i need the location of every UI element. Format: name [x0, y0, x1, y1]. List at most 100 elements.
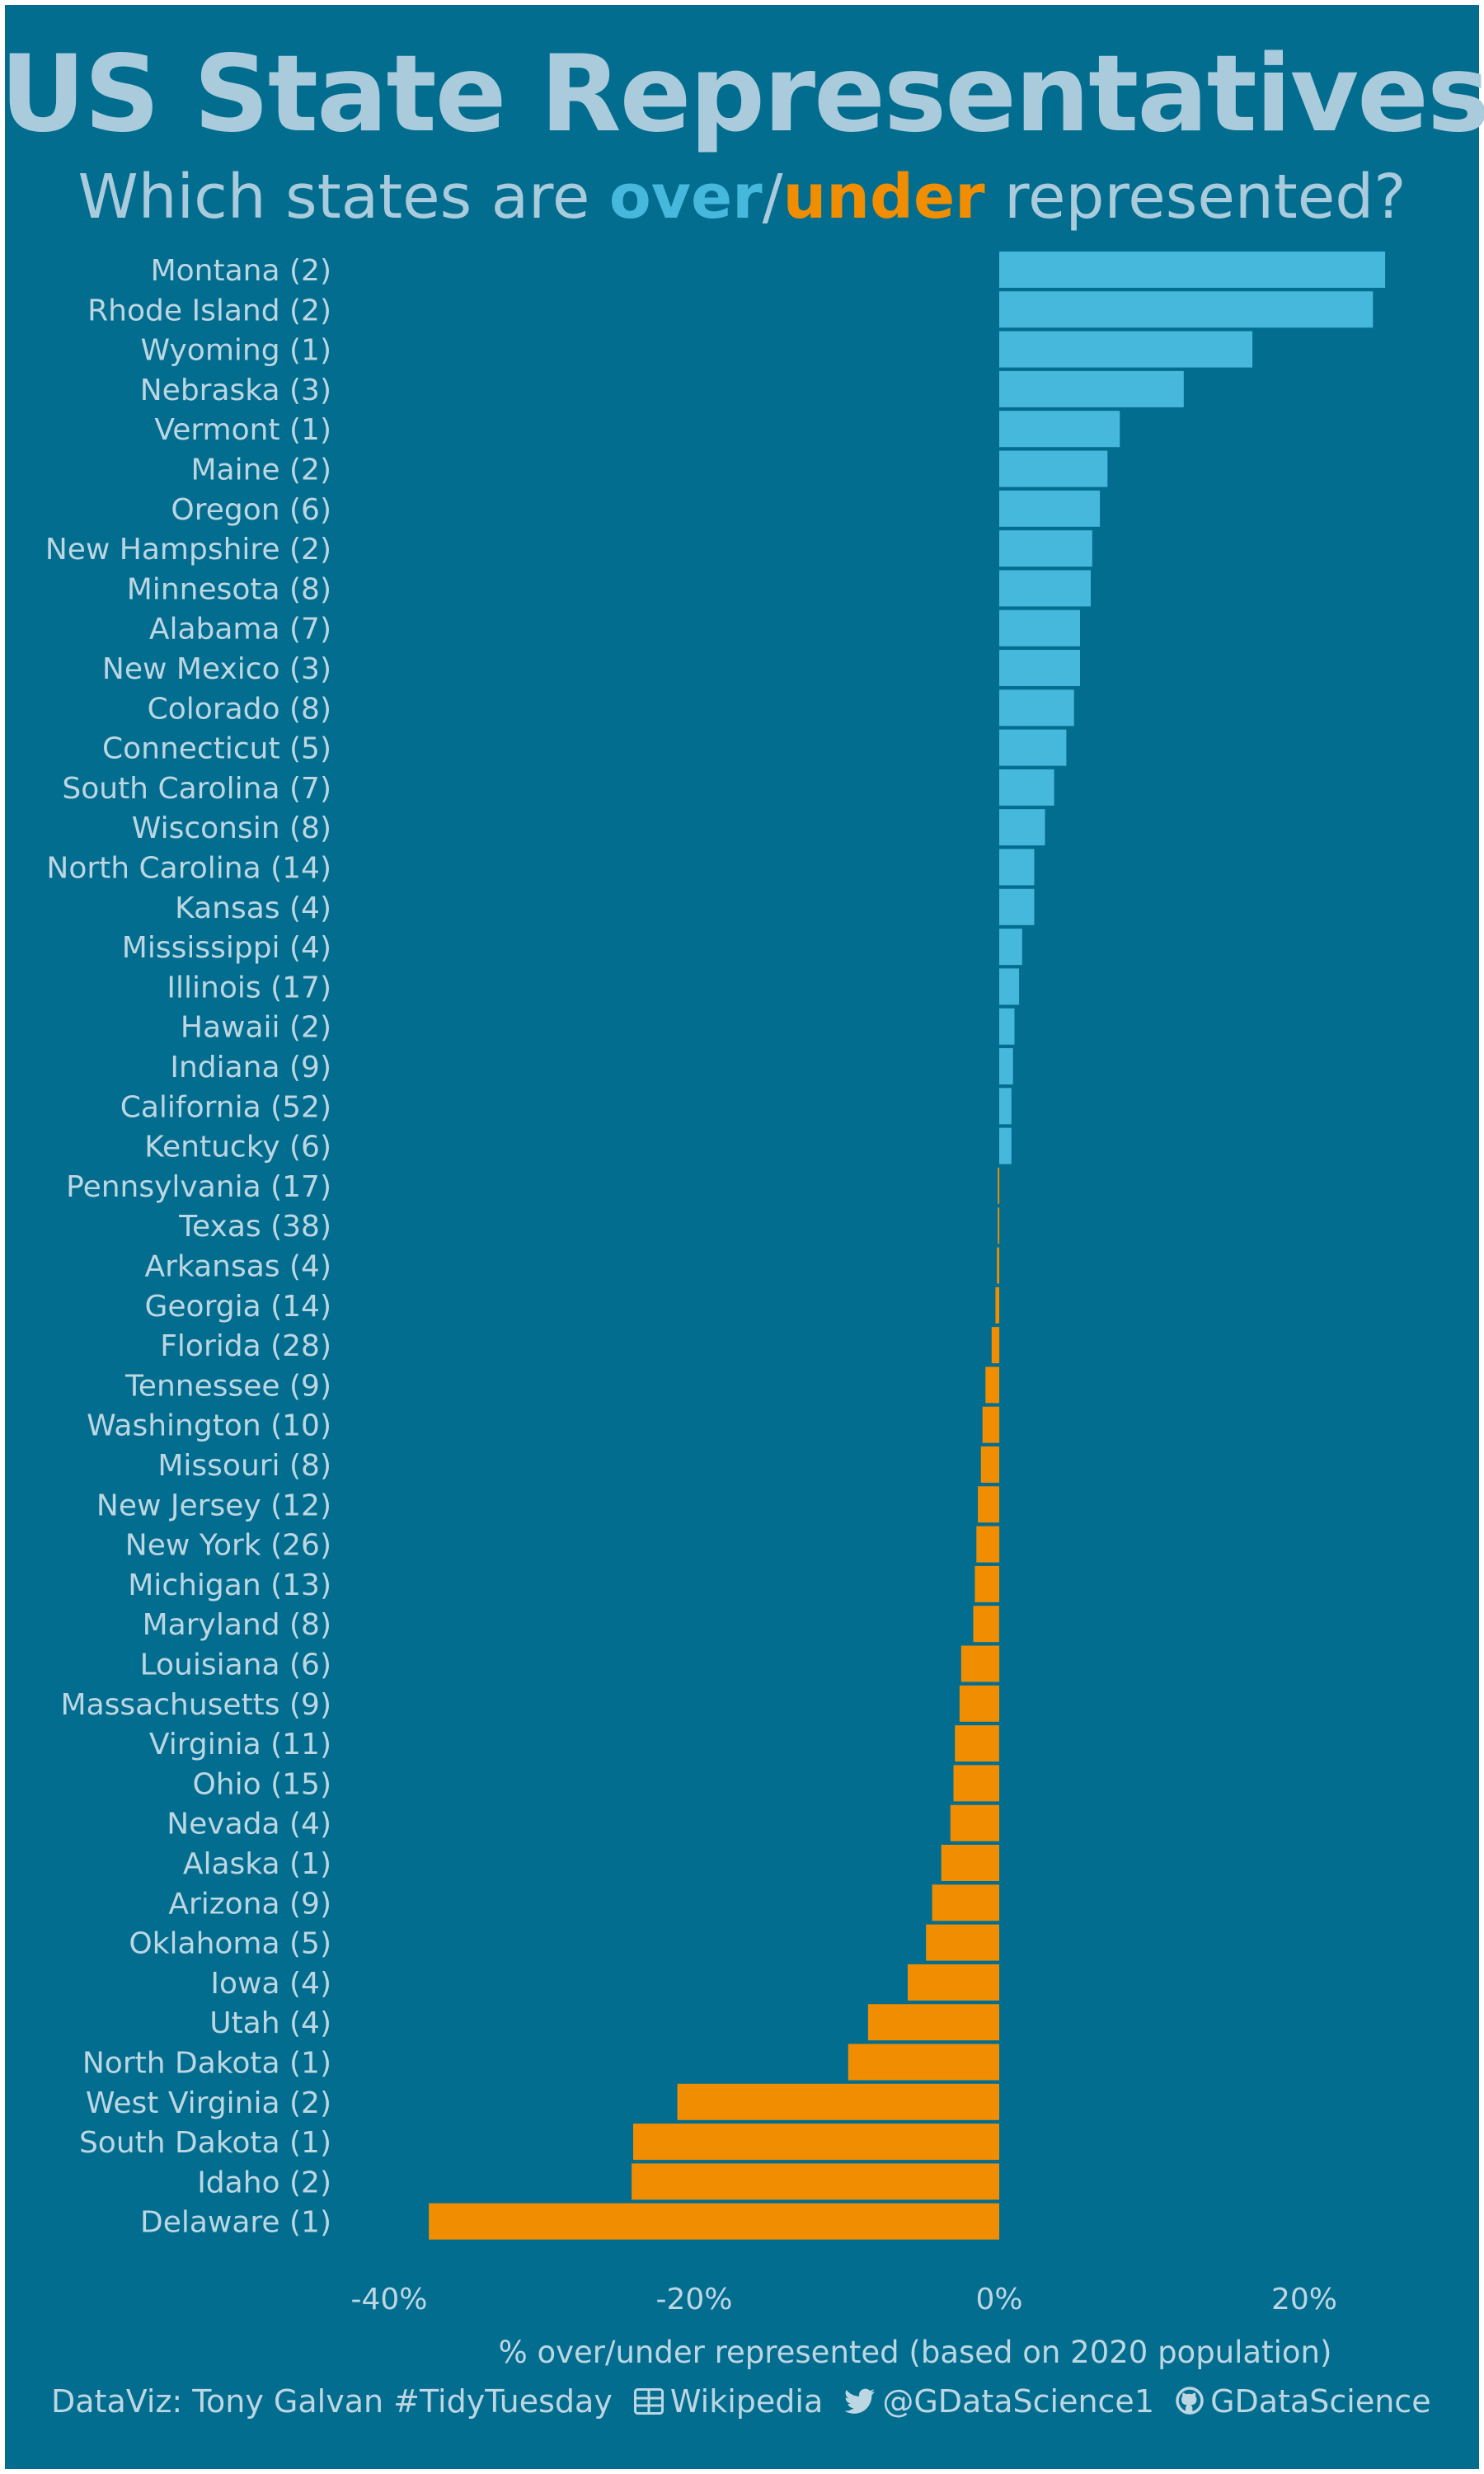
category-label-49: Delaware (1) — [140, 2206, 331, 2240]
category-label-38: Ohio (15) — [192, 1767, 331, 1801]
bar-19 — [999, 1008, 1015, 1045]
bar-24 — [998, 1207, 1000, 1244]
category-label-37: Virginia (11) — [149, 1728, 331, 1761]
bar-33 — [974, 1565, 999, 1602]
category-label-16: Kansas (4) — [175, 891, 331, 925]
bar-32 — [976, 1526, 1000, 1563]
category-label-33: Michigan (13) — [128, 1569, 331, 1602]
bar-42 — [926, 1924, 999, 1961]
x-axis-ticks: -40% -20% 0% 20% — [350, 2283, 1337, 2316]
category-label-47: South Dakota (1) — [79, 2126, 331, 2160]
x-tick-label-1: -20% — [655, 2283, 732, 2316]
category-label-48: Idaho (2) — [197, 2166, 331, 2199]
bar-25 — [997, 1247, 999, 1284]
footer-twitter: @GDataScience1 — [882, 2383, 1154, 2420]
category-label-28: Tennessee (9) — [124, 1369, 331, 1403]
category-label-4: Vermont (1) — [154, 413, 331, 447]
category-label-9: Alabama (7) — [149, 613, 331, 647]
category-label-44: Utah (4) — [209, 2006, 331, 2040]
category-label-27: Florida (28) — [160, 1329, 331, 1363]
bar-35 — [960, 1645, 1000, 1682]
bar-23 — [998, 1167, 1000, 1204]
subtitle-under: under — [782, 162, 985, 233]
category-label-21: California (52) — [120, 1090, 331, 1124]
bar-39 — [950, 1804, 999, 1841]
category-label-14: Wisconsin (8) — [132, 811, 331, 845]
category-label-20: Indiana (9) — [170, 1051, 331, 1084]
category-label-13: South Carolina (7) — [62, 772, 331, 806]
category-label-7: New Hampshire (2) — [45, 533, 331, 567]
bar-21 — [999, 1088, 1012, 1125]
category-label-12: Connecticut (5) — [102, 732, 331, 766]
bar-13 — [999, 769, 1054, 806]
subtitle-lead: Which states are — [77, 162, 609, 233]
bar-40 — [941, 1845, 999, 1881]
category-label-2: Wyoming (1) — [141, 334, 331, 368]
footer-source: Wikipedia — [669, 2383, 824, 2420]
bar-30 — [980, 1446, 999, 1483]
x-tick-label-2: 0% — [975, 2283, 1022, 2316]
bar-45 — [848, 2044, 999, 2081]
bar-22 — [999, 1127, 1012, 1164]
category-label-36: Massachusetts (9) — [61, 1688, 331, 1722]
category-label-25: Arkansas (4) — [144, 1250, 331, 1284]
bar-10 — [999, 650, 1080, 686]
category-label-40: Alaska (1) — [183, 1847, 331, 1881]
bar-6 — [999, 490, 1101, 527]
category-label-17: Mississippi (4) — [122, 931, 331, 965]
subtitle-over: over — [608, 162, 763, 233]
x-tick-label-0: -40% — [350, 2283, 427, 2316]
category-label-22: Kentucky (6) — [144, 1131, 331, 1164]
bar-38 — [953, 1765, 999, 1802]
subtitle-trail: represented? — [984, 162, 1407, 233]
bar-17 — [999, 929, 1022, 966]
bar-1 — [999, 291, 1374, 328]
category-label-46: West Virginia (2) — [86, 2086, 331, 2120]
category-label-24: Texas (38) — [178, 1210, 331, 1244]
category-label-26: Georgia (14) — [145, 1290, 332, 1324]
chart-subtitle: Which states are over/under represented? — [0, 162, 1484, 233]
bar-41 — [932, 1884, 999, 1921]
footer-github: GDataScience — [1210, 2383, 1431, 2420]
bar-28 — [985, 1366, 999, 1404]
category-label-19: Hawaii (2) — [181, 1011, 331, 1045]
subtitle-separator: / — [762, 162, 783, 233]
footer: DataViz: Tony Galvan #TidyTuesday Wikipe… — [51, 2383, 1453, 2422]
category-label-8: Minnesota (8) — [127, 572, 331, 606]
category-label-43: Iowa (4) — [210, 1967, 331, 2001]
bar-26 — [995, 1286, 999, 1324]
category-label-1: Rhode Island (2) — [87, 294, 331, 327]
category-label-18: Illinois (17) — [167, 971, 331, 1004]
category-labels: Montana (2) Rhode Island (2) Wyoming (1) Ne… — [45, 254, 331, 2240]
category-label-5: Maine (2) — [190, 454, 331, 487]
bar-11 — [999, 689, 1074, 727]
table-icon — [633, 2386, 664, 2422]
category-label-6: Oregon (6) — [171, 493, 331, 527]
bar-31 — [978, 1486, 999, 1523]
bar-34 — [973, 1606, 999, 1643]
bar-43 — [908, 1964, 999, 2001]
category-label-11: Colorado (8) — [148, 692, 331, 726]
bar-20 — [999, 1048, 1013, 1084]
bar-2 — [999, 331, 1253, 368]
bar-18 — [999, 968, 1020, 1005]
github-icon — [1176, 2386, 1204, 2422]
category-label-23: Pennsylvania (17) — [66, 1170, 331, 1204]
category-label-3: Nebraska (3) — [140, 374, 331, 407]
category-label-0: Montana (2) — [151, 254, 331, 288]
bar-44 — [867, 2004, 999, 2041]
category-label-15: North Carolina (14) — [46, 852, 331, 886]
bar-8 — [999, 570, 1091, 607]
bar-7 — [999, 530, 1092, 567]
bar-5 — [999, 450, 1108, 487]
x-axis-label: % over/under represented (based on 2020 … — [499, 2335, 1332, 2370]
bar-14 — [999, 809, 1045, 846]
footer-credit: DataViz: Tony Galvan #TidyTuesday — [51, 2383, 613, 2420]
category-label-34: Maryland (8) — [143, 1608, 331, 1642]
bar-27 — [991, 1327, 1000, 1364]
bar-15 — [999, 849, 1035, 886]
bar-16 — [999, 888, 1035, 925]
bar-29 — [982, 1406, 1000, 1443]
category-label-42: Oklahoma (5) — [129, 1927, 331, 1961]
